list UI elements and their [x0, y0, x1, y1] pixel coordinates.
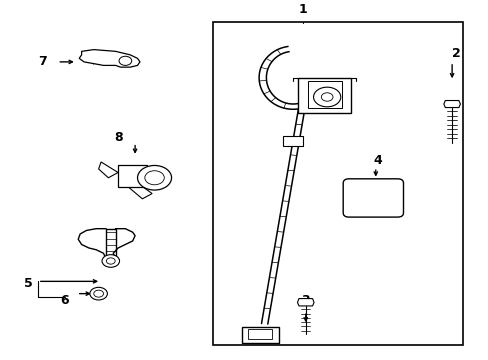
Text: 1: 1	[298, 3, 306, 16]
Bar	[307, 81, 341, 108]
FancyBboxPatch shape	[343, 179, 403, 217]
Circle shape	[144, 171, 164, 185]
Text: 3: 3	[300, 294, 309, 307]
Polygon shape	[127, 186, 152, 199]
Circle shape	[106, 258, 115, 264]
Text: 7: 7	[38, 55, 47, 68]
Circle shape	[137, 166, 171, 190]
Text: 6: 6	[60, 294, 69, 307]
Polygon shape	[443, 100, 459, 108]
Bar	[297, 78, 351, 113]
Text: 2: 2	[451, 46, 459, 60]
Circle shape	[94, 290, 103, 297]
Bar	[212, 22, 462, 345]
Bar	[118, 166, 147, 186]
Polygon shape	[297, 298, 313, 306]
Bar	[242, 327, 278, 343]
Bar	[247, 329, 272, 339]
Circle shape	[102, 255, 119, 267]
Circle shape	[321, 93, 332, 101]
Polygon shape	[79, 50, 140, 67]
Circle shape	[119, 56, 131, 66]
Polygon shape	[99, 162, 118, 178]
Text: 8: 8	[114, 131, 122, 144]
Bar	[283, 136, 302, 146]
Text: 4: 4	[373, 154, 382, 167]
Text: 5: 5	[24, 276, 32, 289]
Circle shape	[313, 87, 340, 107]
Circle shape	[90, 287, 107, 300]
